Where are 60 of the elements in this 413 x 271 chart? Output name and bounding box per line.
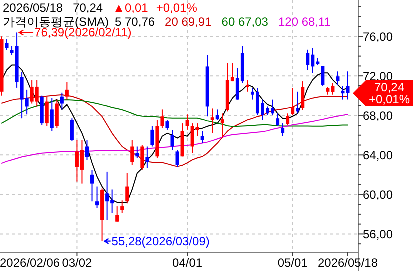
annotation: ▲0,01 (113, 1, 149, 15)
annotation: 55,28(2026/03/09) (112, 234, 210, 248)
annotation: +0,01% (156, 1, 198, 15)
candlestick (321, 66, 325, 86)
candlestick (210, 108, 214, 134)
chart-title: 2026/05/18 (3, 1, 64, 15)
candlestick (281, 123, 285, 137)
candlestick (90, 169, 94, 202)
y-tick-label: 56,00 (363, 228, 394, 242)
candlestick (176, 150, 180, 168)
y-tick-label: 64,00 (363, 148, 394, 163)
text: 2026/02/06 (0, 256, 60, 270)
text: +0,01% (368, 92, 410, 106)
line-series (2, 64, 348, 204)
candlestick (60, 92, 64, 110)
candlestick (65, 82, 69, 100)
candlestick (45, 96, 49, 127)
text: 60 67,03 (222, 15, 269, 29)
candlestick (220, 113, 224, 139)
candlestick (140, 144, 144, 170)
text: 5 70,76 (115, 15, 156, 29)
candlestick (291, 88, 295, 116)
y-tick-label: 68,00 (363, 109, 394, 124)
x-tick-label: 04/01 (172, 256, 203, 270)
candlestick (336, 71, 340, 86)
x-tick-label: 03/02 (62, 256, 93, 270)
candlestick (246, 80, 250, 92)
candlestick (286, 113, 290, 126)
candlestick (85, 140, 89, 161)
candlestick (200, 130, 204, 144)
candlestick (301, 81, 305, 111)
candlestick (96, 186, 100, 210)
candlestick (70, 118, 74, 142)
candlestick (186, 114, 190, 130)
candlestick (166, 120, 170, 130)
y-tick-label: 76,00 (363, 30, 394, 44)
candlestick (130, 140, 134, 166)
candlestick (276, 113, 280, 127)
candlestick (116, 206, 120, 222)
candlestick (346, 71, 350, 100)
candlestick (216, 109, 220, 121)
candlestick (126, 172, 130, 204)
candlestick (136, 146, 140, 159)
candlestick (296, 91, 300, 114)
candlestick (55, 99, 59, 129)
x-tick-label: 05/01 (278, 256, 308, 270)
candlestick (120, 200, 124, 214)
text: 120 68,11 (278, 15, 332, 29)
text: 20 69,91 (165, 15, 212, 29)
candlestick (150, 126, 154, 148)
candlestick (5, 39, 9, 51)
candlestick (341, 86, 345, 100)
chart-subtitle: 70,24 (73, 1, 104, 15)
candlestick (146, 146, 150, 169)
legend-title: 가격이동평균(SMA) (3, 15, 109, 29)
y-tick-label: 60,00 (363, 188, 394, 202)
candlestick (160, 109, 164, 129)
candlestick (170, 130, 174, 151)
x-tick-label: 2026/05/18 (318, 256, 378, 270)
candlestick (50, 98, 54, 132)
